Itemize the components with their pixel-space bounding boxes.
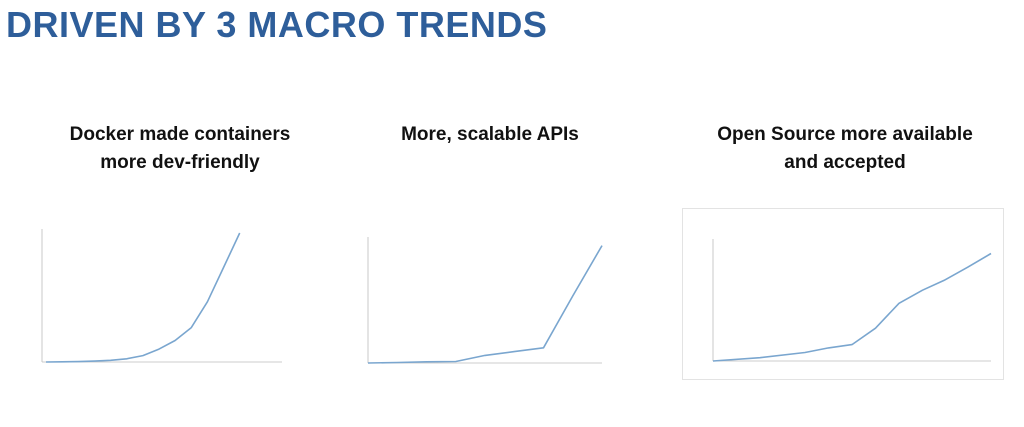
- heading-line-1: Docker made containers: [69, 124, 291, 145]
- series-line-0: [367, 245, 603, 364]
- slide-title: DRIVEN BY 3 MACRO TRENDS: [6, 4, 548, 45]
- heading-line-1: Open Source more available: [717, 124, 973, 145]
- heading-line-2: and accepted: [784, 152, 906, 173]
- chart-docker-pulls: [16, 207, 292, 379]
- chart-github-repos: [330, 207, 616, 379]
- chart-programmableweb-apis-svg: [712, 239, 992, 362]
- heading-line-1: More, scalable APIs: [401, 124, 579, 145]
- series-line-0: [712, 252, 992, 362]
- chart-github-repos-svg: [367, 237, 603, 364]
- heading-line-2: more dev-friendly: [100, 152, 260, 173]
- chart-programmableweb-apis: [682, 208, 1004, 380]
- chart-docker-pulls-svg: [41, 229, 282, 363]
- column-heading-docker: Docker made containers more dev-friendly: [20, 121, 340, 177]
- column-heading-open-source: Open Source more available and accepted: [680, 121, 1010, 177]
- column-heading-apis: More, scalable APIs: [330, 121, 650, 149]
- series-line-0: [45, 232, 241, 363]
